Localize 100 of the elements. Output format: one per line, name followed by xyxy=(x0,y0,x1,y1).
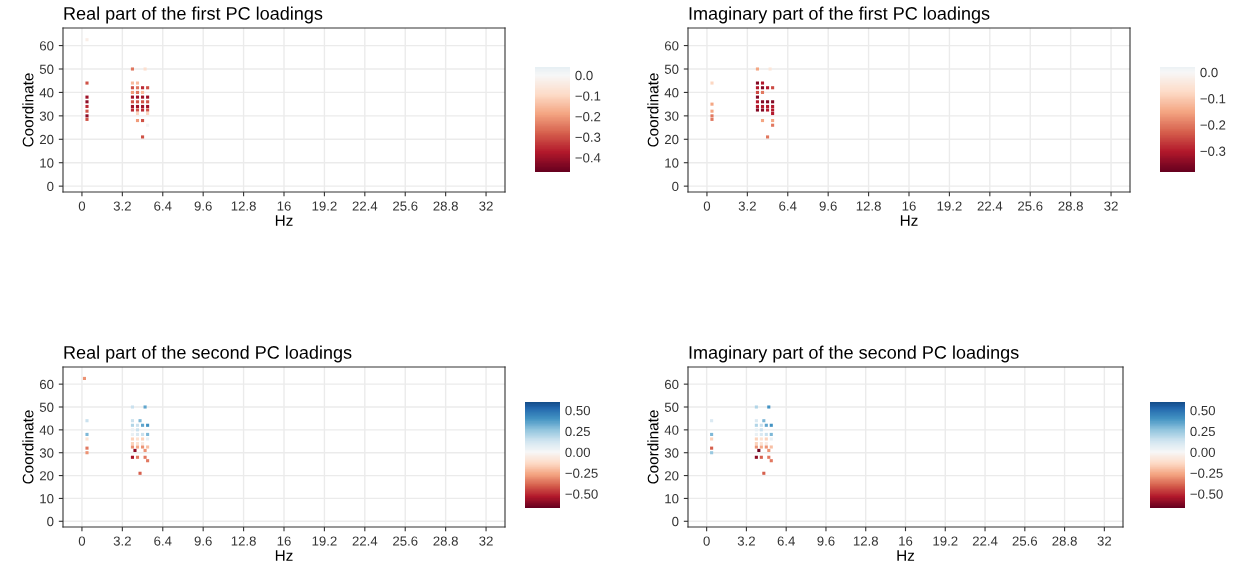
point xyxy=(85,446,89,450)
point xyxy=(130,419,135,423)
x-tick-label: 9.6 xyxy=(194,536,212,546)
y-tick-label: 20 xyxy=(664,134,679,145)
point xyxy=(135,95,140,99)
chart-title: Real part of the first PC loadings xyxy=(64,6,323,24)
y-tick-label: 0 xyxy=(672,181,679,192)
x-tick-label: 25.6 xyxy=(393,536,418,546)
y-tick-label: 50 xyxy=(664,402,679,412)
x-tick-label: 32 xyxy=(479,201,493,211)
point xyxy=(754,419,758,423)
color-bar-label: −0.1 xyxy=(1200,94,1226,104)
point xyxy=(141,90,145,94)
x-tick-label: 6.4 xyxy=(777,536,795,546)
point xyxy=(141,118,145,123)
x-tick-label: 25.6 xyxy=(393,201,418,211)
point xyxy=(146,100,150,104)
y-tick-label: 10 xyxy=(665,494,679,504)
x-tick-label: 12.8 xyxy=(231,201,256,211)
point xyxy=(710,446,714,450)
color-bar-label: 0.0 xyxy=(575,70,593,81)
point xyxy=(754,428,758,432)
point xyxy=(754,455,758,459)
x-tick-label: 3.2 xyxy=(113,201,131,211)
x-tick-label: 22.4 xyxy=(972,536,998,546)
color-bar-label: −0.25 xyxy=(565,468,598,478)
x-tick-label: 19.2 xyxy=(933,536,958,546)
point xyxy=(85,437,89,441)
color-bar-label: 0.00 xyxy=(565,447,591,457)
point xyxy=(143,455,147,459)
y-axis-title: Coordinate xyxy=(22,410,34,484)
point xyxy=(766,100,770,104)
x-tick-label: 25.6 xyxy=(1018,201,1043,211)
color-bar-label: −0.2 xyxy=(575,111,601,122)
point xyxy=(760,108,765,112)
point xyxy=(760,104,765,109)
x-axis-title: Hz xyxy=(897,550,915,561)
point xyxy=(85,419,89,423)
point xyxy=(141,86,145,90)
point xyxy=(759,423,763,427)
x-tick-label: 16 xyxy=(899,536,913,546)
x-tick-label: 9.6 xyxy=(194,201,212,211)
y-tick-label: 60 xyxy=(664,41,679,51)
x-axis-title: Hz xyxy=(275,215,293,226)
point xyxy=(755,86,760,90)
point xyxy=(130,67,135,71)
point xyxy=(130,428,135,432)
chart-title: Imaginary part of the first PC loadings xyxy=(689,6,990,24)
y-tick-label: 40 xyxy=(664,88,679,98)
point xyxy=(82,376,87,380)
y-tick-label: 0 xyxy=(47,181,54,192)
x-tick-label: 28.8 xyxy=(1052,536,1077,546)
point xyxy=(710,81,714,85)
point xyxy=(146,104,150,109)
point xyxy=(141,135,145,139)
y-tick-label: 60 xyxy=(39,41,54,51)
point xyxy=(135,81,140,85)
x-tick-label: 6.4 xyxy=(154,201,172,211)
x-tick-label: 6.4 xyxy=(779,201,797,211)
point xyxy=(135,423,140,427)
x-tick-label: 22.4 xyxy=(977,201,1003,211)
y-tick-label: 0 xyxy=(672,516,679,527)
y-tick-label: 50 xyxy=(39,64,54,74)
point xyxy=(141,104,145,109)
x-axis-title: Hz xyxy=(900,215,918,226)
point xyxy=(755,90,760,94)
point xyxy=(764,432,768,436)
point xyxy=(146,108,150,112)
point xyxy=(146,432,150,436)
y-tick-label: 30 xyxy=(39,448,54,458)
color-bar-label: −0.50 xyxy=(1190,489,1223,499)
point xyxy=(135,455,140,459)
point xyxy=(760,81,765,85)
point xyxy=(771,104,775,109)
point xyxy=(143,405,147,409)
x-tick-label: 3.2 xyxy=(113,536,131,546)
point xyxy=(85,100,89,104)
x-tick-label: 0 xyxy=(703,201,711,211)
point xyxy=(764,423,768,427)
x-tick-label: 22.4 xyxy=(352,201,378,211)
point xyxy=(141,432,145,436)
point xyxy=(771,118,775,123)
x-tick-label: 22.4 xyxy=(352,536,378,546)
x-tick-label: 6.4 xyxy=(154,536,172,546)
point xyxy=(755,67,760,71)
y-tick-label: 50 xyxy=(664,64,679,74)
y-axis-title: Coordinate xyxy=(22,73,34,147)
y-tick-label: 60 xyxy=(664,379,679,390)
point xyxy=(138,419,142,423)
point xyxy=(771,123,775,127)
color-bar-label: 0.25 xyxy=(565,426,590,437)
color-bar-label: 0.50 xyxy=(565,405,591,416)
point xyxy=(767,455,771,459)
point xyxy=(85,104,89,109)
color-bar-label: 0.50 xyxy=(1190,405,1216,416)
point xyxy=(135,86,140,90)
point xyxy=(130,455,135,459)
x-tick-label: 16 xyxy=(277,201,291,211)
point xyxy=(766,108,770,112)
point xyxy=(710,437,714,441)
